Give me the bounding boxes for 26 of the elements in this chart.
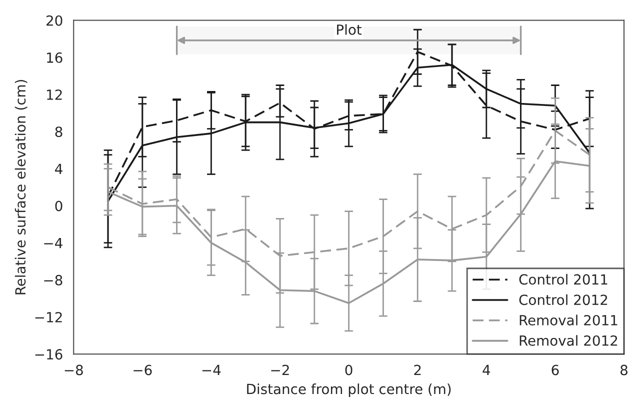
y-tick-label: −4 xyxy=(44,238,62,248)
x-tick-label: 0 xyxy=(345,364,352,376)
y-tick-label: 16 xyxy=(47,52,62,63)
y-tick-label: −12 xyxy=(35,312,62,322)
y-tick-label: −16 xyxy=(35,349,62,360)
legend-label: Control 2012 xyxy=(519,294,608,306)
legend-label: Control 2011 xyxy=(519,274,608,285)
x-tick-label: 8 xyxy=(620,364,628,376)
y-tick-label: 0 xyxy=(55,200,62,212)
x-tick-label: 6 xyxy=(552,364,559,376)
x-tick-label: 2 xyxy=(414,364,421,376)
y-axis-title: Relative surface elevation (cm) xyxy=(14,80,28,294)
y-tick-label: 12 xyxy=(47,89,62,100)
x-tick-label: −8 xyxy=(64,364,83,376)
x-tick-label: −6 xyxy=(134,364,152,376)
y-tick-label: 8 xyxy=(55,126,62,138)
x-tick-label: −2 xyxy=(271,364,289,376)
y-tick-label: 4 xyxy=(55,164,62,174)
x-axis-title: Distance from plot centre (m) xyxy=(247,384,451,397)
y-tick-label: −8 xyxy=(44,274,62,286)
y-tick-label: 20 xyxy=(46,15,62,26)
band-label: Plot xyxy=(337,24,362,35)
x-tick-label: 4 xyxy=(482,364,490,376)
legend-label: Removal 2012 xyxy=(520,335,618,346)
x-tick-label: −4 xyxy=(202,364,221,376)
legend-label: Removal 2011 xyxy=(520,314,618,326)
